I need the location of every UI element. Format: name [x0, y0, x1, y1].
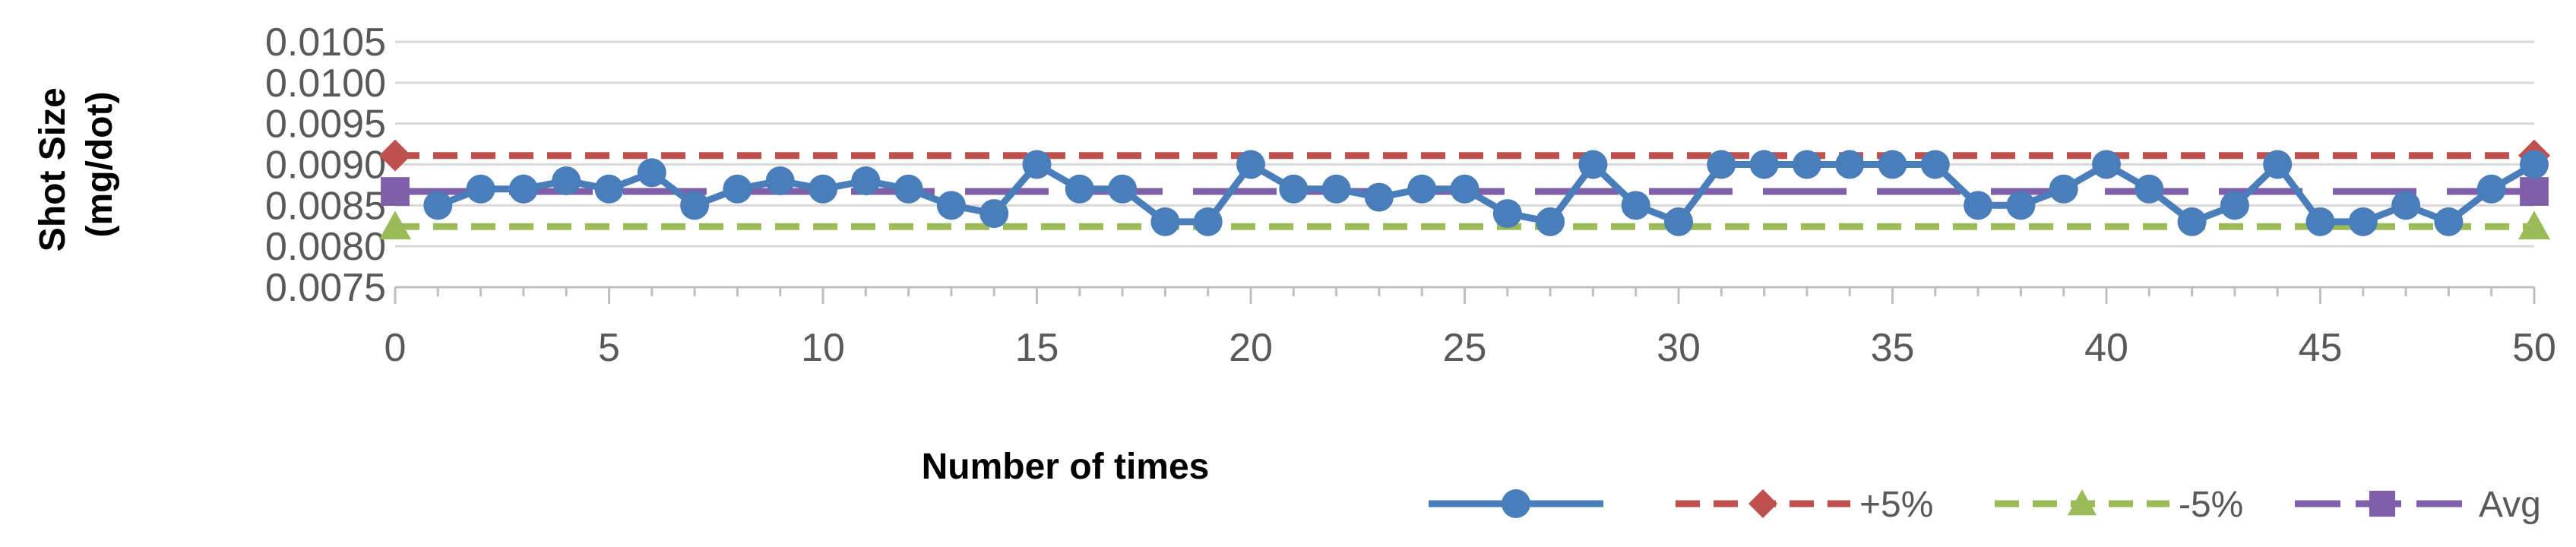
y-tick-label: 0.0095 [265, 103, 386, 147]
marker-circle [423, 191, 453, 220]
x-tick-label: 45 [2299, 326, 2343, 370]
marker-circle [1321, 174, 1351, 204]
marker-circle [466, 174, 495, 204]
marker-circle [2476, 174, 2506, 204]
marker-circle [1407, 174, 1437, 204]
marker-circle [2520, 150, 2549, 179]
x-axis-title: Number of times [922, 447, 1210, 487]
marker-circle [1236, 150, 1265, 179]
legend-item [1429, 489, 1603, 518]
y-tick-label: 0.0105 [265, 21, 386, 65]
legend-label: +5% [1859, 485, 1933, 525]
marker-square [2369, 490, 2396, 517]
marker-circle [2220, 191, 2249, 220]
marker-circle [809, 174, 837, 204]
marker-circle [1878, 150, 1907, 179]
marker-circle [1022, 150, 1052, 179]
marker-circle [1707, 150, 1736, 179]
marker-circle [765, 166, 795, 196]
grid-lines [395, 40, 2534, 248]
x-tick-label: 30 [1657, 326, 1701, 370]
y-tick-label: 0.0090 [265, 144, 386, 188]
marker-circle [1279, 174, 1309, 204]
legend-label: -5% [2179, 485, 2243, 525]
marker-diamond [1748, 489, 1777, 518]
marker-circle [1364, 182, 1394, 212]
marker-circle [2434, 207, 2464, 236]
marker-circle [2305, 207, 2335, 236]
x-tick-labels: 0 5 10 15 20 25 30 35 40 45 50 [385, 326, 2556, 370]
x-tick-label: 40 [2084, 326, 2128, 370]
marker-circle [1749, 150, 1779, 179]
series-5 [379, 210, 2550, 240]
marker-circle [1065, 174, 1094, 204]
marker-circle [1792, 150, 1821, 179]
marker-circle [637, 158, 666, 188]
marker-circle [723, 174, 752, 204]
marker-circle [1964, 191, 1993, 220]
marker-circle [2348, 207, 2378, 236]
x-tick-label: 10 [801, 326, 845, 370]
x-tick-label: 0 [385, 326, 407, 370]
marker-triangle [379, 210, 411, 240]
marker-circle [936, 191, 966, 220]
x-tick-label: 20 [1229, 326, 1273, 370]
y-tick-labels: 0.00750.00800.00850.00900.00950.01000.01… [265, 21, 386, 310]
y-tick-label: 0.0075 [265, 266, 386, 310]
y-axis-title-line-2: (mg/dot) [80, 92, 120, 238]
marker-circle [1664, 207, 1693, 236]
marker-circle [1150, 207, 1180, 236]
marker-circle [1450, 174, 1479, 204]
marker-circle [680, 191, 710, 220]
marker-circle [1920, 150, 1950, 179]
legend-item: +5% [1676, 485, 1933, 525]
marker-diamond [379, 139, 411, 172]
marker-circle [979, 199, 1009, 229]
y-tick-label: 0.0085 [265, 184, 386, 228]
marker-circle [2177, 207, 2207, 236]
marker-circle [1536, 207, 1565, 236]
x-tick-label: 50 [2512, 326, 2556, 370]
marker-triangle [2518, 210, 2550, 240]
marker-circle [2263, 150, 2293, 179]
x-tick-label: 25 [1443, 326, 1487, 370]
legend-label: Avg [2479, 485, 2541, 525]
marker-circle [1108, 174, 1138, 204]
marker-circle [552, 166, 581, 196]
marker-circle [1193, 207, 1223, 236]
legend-item: Avg [2295, 485, 2541, 525]
legend-item: -5% [1995, 485, 2243, 525]
legend: +5% -5% Avg [1429, 485, 2541, 525]
marker-circle [851, 166, 881, 196]
y-axis-title: Shot Size (mg/dot) [33, 77, 120, 251]
axes [394, 286, 2536, 304]
marker-circle [1835, 150, 1865, 179]
marker-circle [1621, 191, 1650, 220]
series-5 [379, 139, 2550, 172]
marker-circle [2391, 191, 2421, 220]
series-main [423, 150, 2549, 236]
marker-circle [1492, 199, 1522, 229]
marker-circle [894, 174, 923, 204]
x-tick-label: 5 [598, 326, 620, 370]
marker-square [2520, 177, 2549, 206]
marker-triangle [2068, 489, 2097, 516]
marker-circle [508, 174, 538, 204]
y-tick-label: 0.0080 [265, 225, 386, 269]
marker-circle [2049, 174, 2078, 204]
marker-square [381, 177, 410, 206]
marker-circle [2135, 174, 2164, 204]
y-tick-label: 0.0100 [265, 62, 386, 106]
marker-circle [1502, 489, 1530, 518]
y-axis-title-line-1: Shot Size [33, 87, 73, 251]
series-layer [379, 139, 2550, 240]
marker-circle [2006, 191, 2036, 220]
x-tick-label: 15 [1015, 326, 1059, 370]
marker-circle [2092, 150, 2121, 179]
marker-circle [1578, 150, 1608, 179]
x-tick-label: 35 [1871, 326, 1915, 370]
marker-circle [594, 174, 624, 204]
